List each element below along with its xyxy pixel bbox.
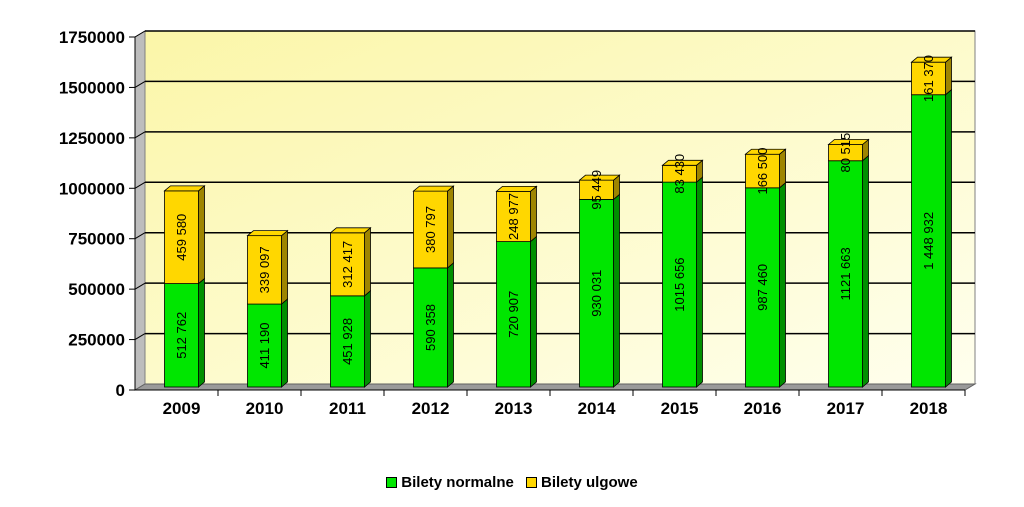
bar-2018-ulgowe <box>910 56 953 96</box>
y-tick-label: 1250000 <box>59 129 125 148</box>
bar-2012-normalne <box>413 262 454 388</box>
bars <box>163 56 953 388</box>
data-label-2018-ulgowe: 161 370 <box>921 55 936 102</box>
x-tick-label-2014: 2014 <box>578 399 616 418</box>
bar-2013-ulgowe <box>495 185 538 243</box>
data-label-2010-ulgowe: 339 097 <box>257 246 272 293</box>
data-label-2011-ulgowe: 312 417 <box>340 241 355 288</box>
x-tick-label-2012: 2012 <box>412 399 450 418</box>
stacked-bar-chart: 0 250000 500000 750000 1000000 1250000 1500000… <box>59 28 977 418</box>
legend: Bilety normalne Bilety ulgowe <box>0 474 1024 492</box>
x-tick-label-2015: 2015 <box>661 399 699 418</box>
data-label-2013-ulgowe: 248 977 <box>506 193 521 240</box>
bar-2016-ulgowe <box>744 148 787 189</box>
gridline-side <box>134 181 146 189</box>
data-label-2015-ulgowe: 83 430 <box>672 154 687 194</box>
x-axis-ticks: 2009 2010 2011 2012 2013 2014 2015 2016 2017 2018 <box>135 389 966 418</box>
data-label-2016-ulgowe: 166 500 <box>755 148 770 195</box>
legend-swatch-ulgowe <box>526 477 537 488</box>
x-tick-label-2011: 2011 <box>329 399 366 418</box>
data-label-2018-normalne: 1 448 932 <box>921 212 936 270</box>
legend-label-ulgowe: Bilety ulgowe <box>541 474 638 491</box>
bar-2012-ulgowe <box>412 185 455 269</box>
x-tick-label-2009: 2009 <box>163 399 201 418</box>
y-tick-label: 750000 <box>68 230 125 249</box>
x-tick-label-2010: 2010 <box>246 399 284 418</box>
data-labels: 512 762 459 580 411 190 339 097 451 928 312 4… <box>174 55 936 369</box>
bar-2009-normalne <box>164 277 205 388</box>
legend-item-ulgowe: Bilety ulgowe <box>526 474 638 491</box>
data-label-2012-normalne: 590 358 <box>423 304 438 351</box>
y-tick-label: 1750000 <box>59 28 125 47</box>
x-tick-label-2013: 2013 <box>495 399 533 418</box>
gridline-side <box>134 232 146 240</box>
data-label-2014-normalne: 930 031 <box>589 270 604 317</box>
x-tick-label-2017: 2017 <box>827 399 865 418</box>
data-label-2017-normalne: 1121 663 <box>838 247 853 300</box>
bar-2017-normalne <box>828 154 869 388</box>
y-tick-label: 0 <box>116 381 125 400</box>
bar-2010-ulgowe <box>246 229 289 305</box>
gridline-side <box>134 333 146 341</box>
y-tick-label: 1000000 <box>59 179 125 198</box>
bar-2011-normalne <box>330 289 371 388</box>
data-label-2013-normalne: 720 907 <box>506 291 521 338</box>
legend-item-normalne: Bilety normalne <box>386 474 514 491</box>
gridline-side <box>134 30 146 38</box>
bar-2013-normalne <box>496 235 537 388</box>
gridline-side <box>134 131 146 139</box>
bar-2018-normalne <box>911 88 952 388</box>
bar-2017-ulgowe <box>827 138 870 162</box>
data-label-2017-ulgowe: 80 515 <box>838 133 853 173</box>
data-label-2010-normalne: 411 190 <box>257 323 272 369</box>
data-label-2015-normalne: 1015 656 <box>672 257 687 311</box>
gridline-side <box>134 80 146 88</box>
bar-2009-ulgowe <box>163 185 206 285</box>
x-tick-label-2016: 2016 <box>744 399 782 418</box>
data-label-2009-normalne: 512 762 <box>174 312 189 359</box>
bar-2011-ulgowe <box>329 226 372 297</box>
bar-2014-ulgowe <box>578 174 621 201</box>
x-tick-label-2018: 2018 <box>910 399 948 418</box>
data-label-2016-normalne: 987 460 <box>755 264 770 311</box>
data-label-2011-normalne: 451 928 <box>340 318 355 365</box>
data-label-2014-ulgowe: 95 449 <box>589 170 604 210</box>
y-tick-label: 500000 <box>68 280 125 299</box>
y-axis-ticks: 0 250000 500000 750000 1000000 1250000 1500000… <box>59 28 136 400</box>
y-tick-label: 1500000 <box>59 78 125 97</box>
legend-swatch-normalne <box>386 477 398 488</box>
data-label-2009-ulgowe: 459 580 <box>174 214 189 261</box>
data-label-2012-ulgowe: 380 797 <box>423 206 438 253</box>
legend-label-normalne: Bilety normalne <box>401 474 514 491</box>
gridline-side <box>134 282 146 290</box>
y-tick-label: 250000 <box>68 331 125 350</box>
bar-2010-normalne <box>247 298 288 388</box>
bar-2015-ulgowe <box>661 159 704 183</box>
